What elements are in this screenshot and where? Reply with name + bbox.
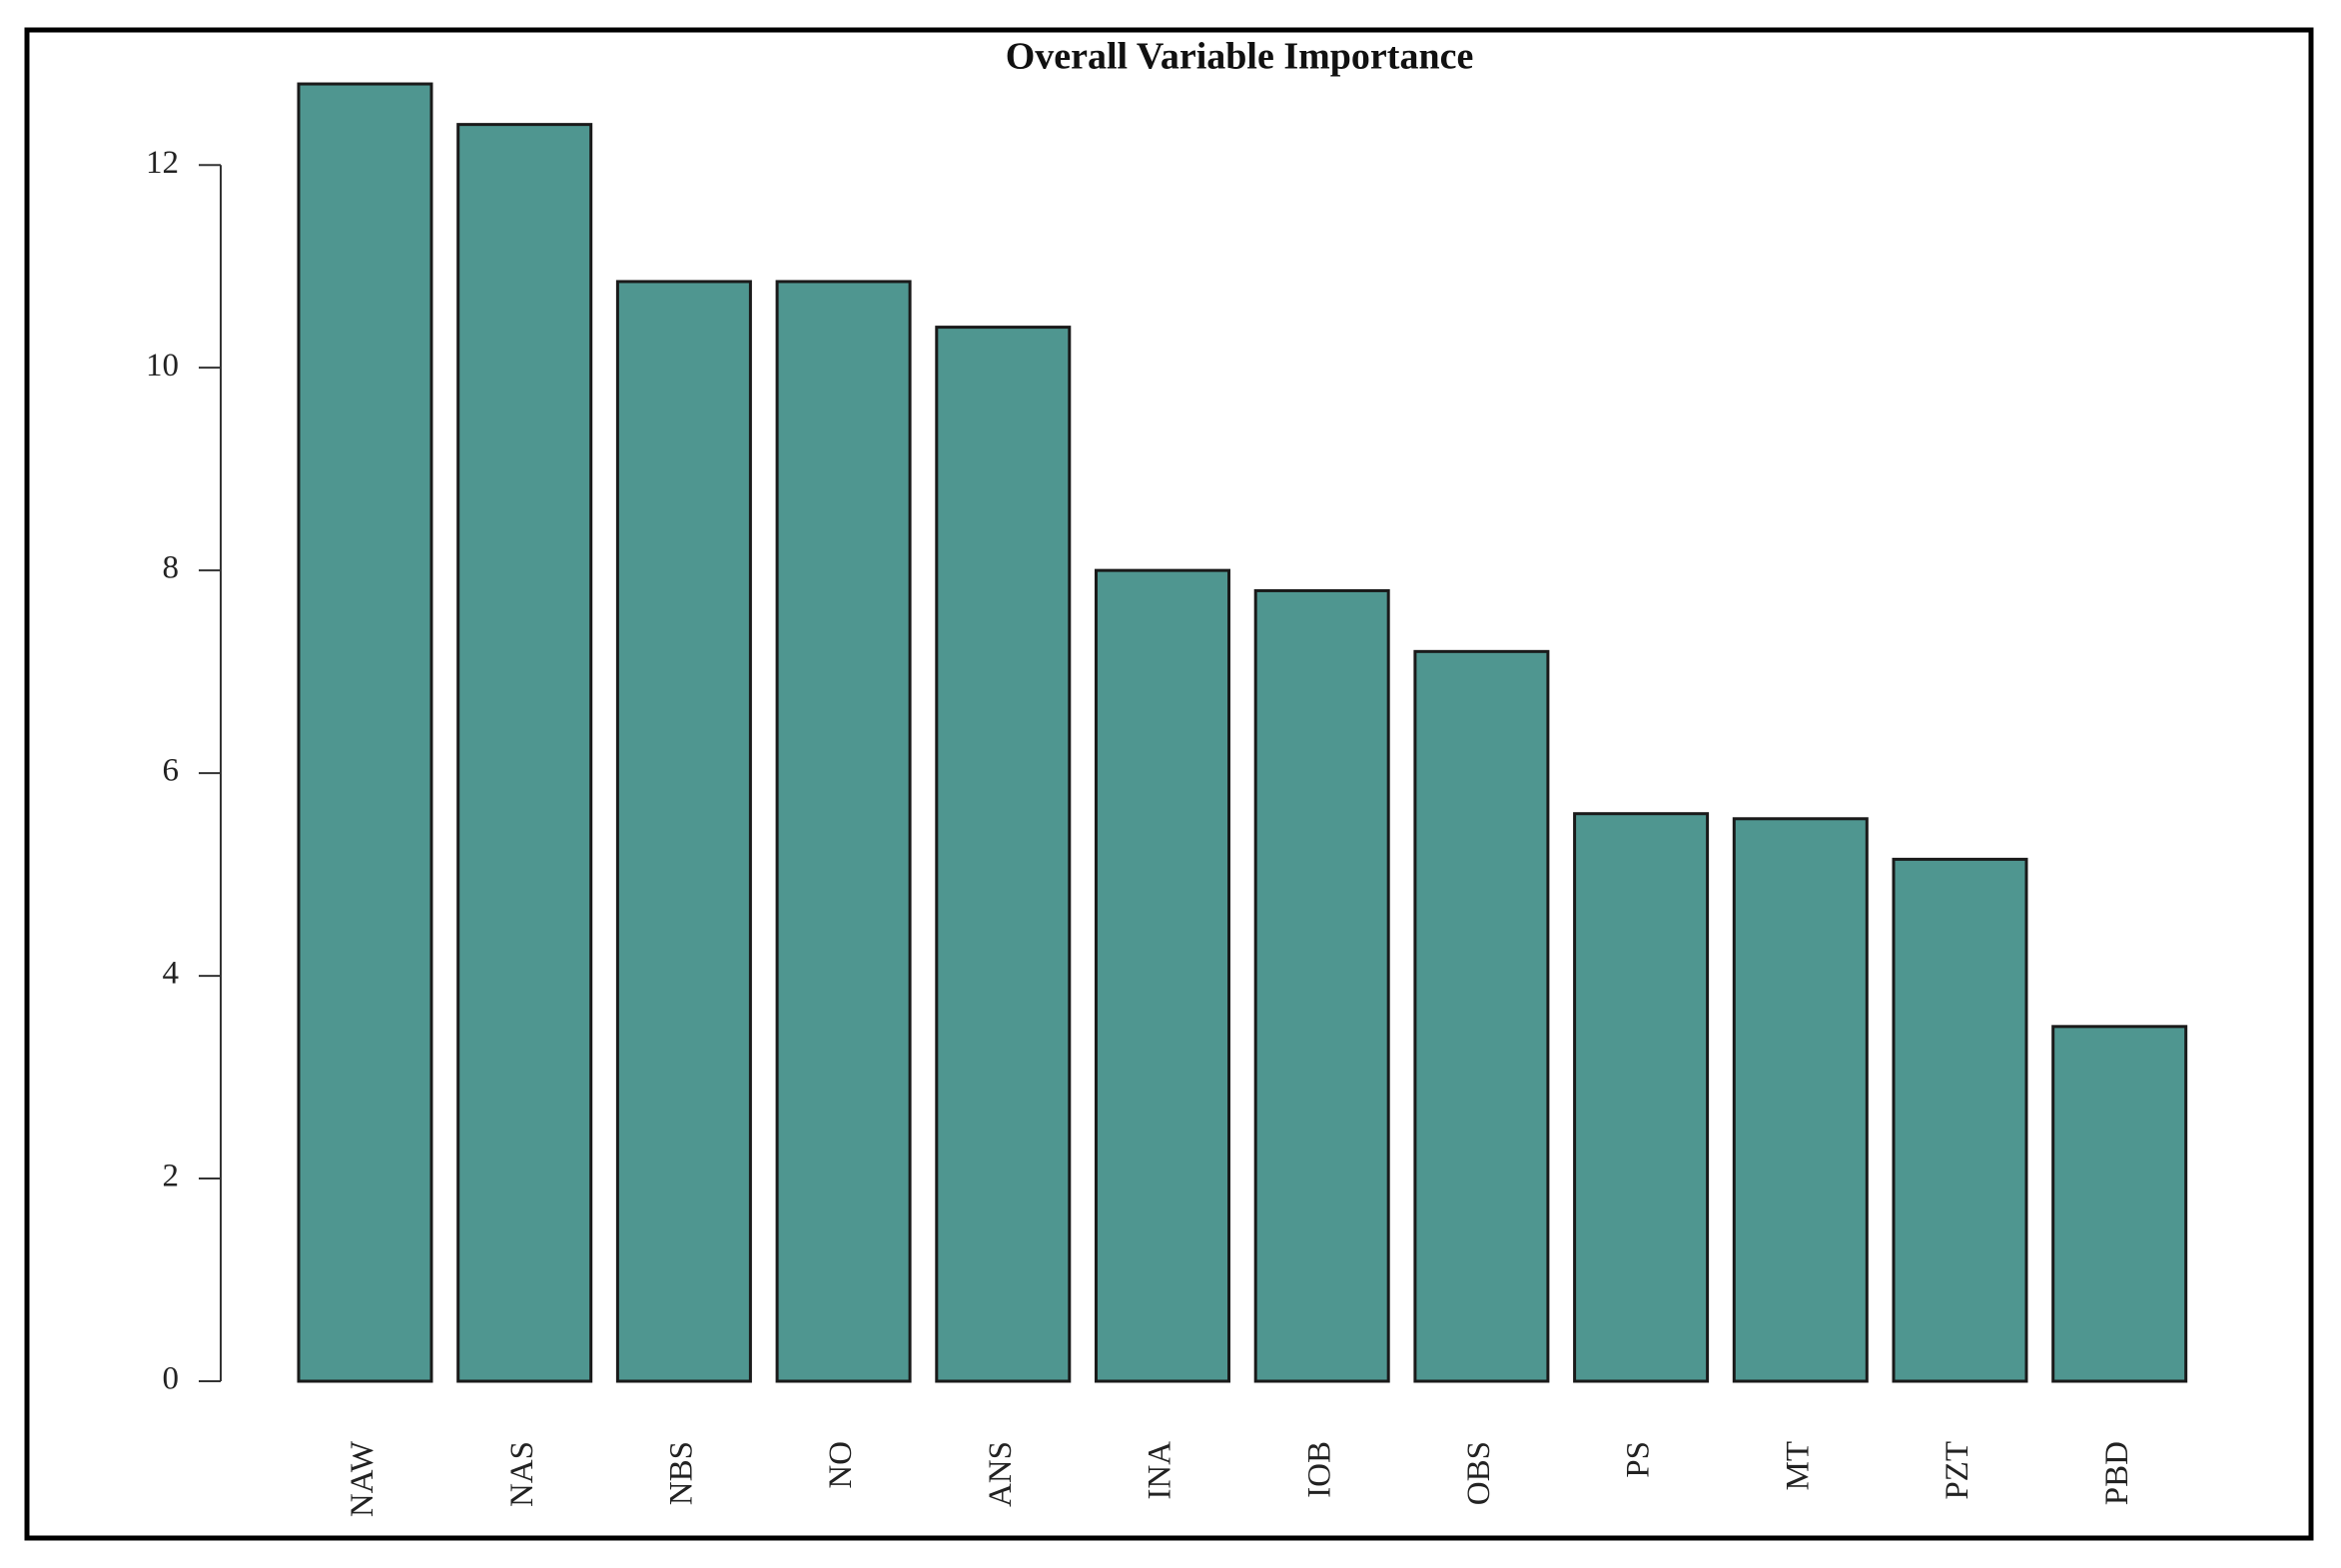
bar xyxy=(1732,817,1869,1383)
x-tick-label: IOB xyxy=(1301,1441,1337,1498)
y-tick-label: 0 xyxy=(163,1361,180,1397)
frame xyxy=(24,27,2314,1541)
x-tick-label: NO xyxy=(823,1441,859,1489)
x-tick-label: MT xyxy=(1780,1441,1816,1491)
x-tick-label: PZT xyxy=(1940,1441,1975,1500)
bar xyxy=(1573,812,1710,1383)
x-tick-label: INA xyxy=(1143,1441,1178,1500)
y-tick-label: 2 xyxy=(163,1159,180,1194)
chart-title: Overall Variable Importance xyxy=(1006,36,1474,78)
bar xyxy=(456,123,593,1383)
x-tick-label: OBS xyxy=(1461,1441,1497,1505)
y-tick-label: 6 xyxy=(163,753,180,789)
bar xyxy=(1095,568,1230,1383)
bar xyxy=(1892,857,2028,1383)
bar xyxy=(1413,649,1550,1383)
y-tick-label: 10 xyxy=(146,348,179,384)
y-tick-label: 8 xyxy=(163,550,180,586)
x-tick-label: NAW xyxy=(345,1440,381,1517)
bar xyxy=(935,326,1072,1383)
bar xyxy=(297,82,433,1383)
x-tick-label: NAS xyxy=(504,1441,540,1507)
bar xyxy=(615,280,752,1383)
x-tick-label: NBS xyxy=(663,1441,699,1505)
bar xyxy=(775,280,912,1383)
y-tick-label: 4 xyxy=(163,956,180,992)
bar xyxy=(1253,588,1390,1383)
y-tick-label: 12 xyxy=(146,145,179,181)
bar xyxy=(2051,1025,2188,1383)
x-tick-label: PS xyxy=(1621,1441,1657,1478)
x-tick-label: PBD xyxy=(2099,1441,2135,1505)
x-tick-label: ANS xyxy=(983,1441,1019,1507)
